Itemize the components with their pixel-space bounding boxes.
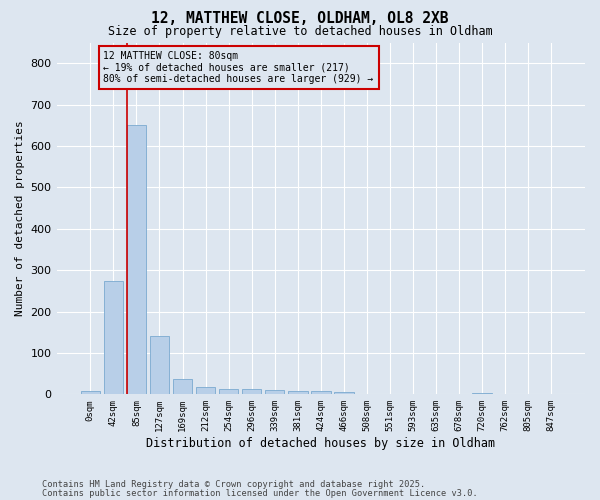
Bar bbox=[149, 336, 169, 394]
Y-axis label: Number of detached properties: Number of detached properties bbox=[15, 120, 25, 316]
Bar bbox=[196, 387, 215, 394]
Text: Contains public sector information licensed under the Open Government Licence v3: Contains public sector information licen… bbox=[42, 488, 478, 498]
Text: Contains HM Land Registry data © Crown copyright and database right 2025.: Contains HM Land Registry data © Crown c… bbox=[42, 480, 425, 489]
X-axis label: Distribution of detached houses by size in Oldham: Distribution of detached houses by size … bbox=[146, 437, 496, 450]
Bar bbox=[104, 280, 123, 394]
Bar bbox=[242, 390, 262, 394]
Bar bbox=[472, 393, 492, 394]
Bar bbox=[311, 391, 331, 394]
Bar bbox=[127, 126, 146, 394]
Bar bbox=[288, 391, 308, 394]
Bar bbox=[219, 389, 238, 394]
Bar bbox=[265, 390, 284, 394]
Text: 12, MATTHEW CLOSE, OLDHAM, OL8 2XB: 12, MATTHEW CLOSE, OLDHAM, OL8 2XB bbox=[151, 11, 449, 26]
Bar bbox=[80, 391, 100, 394]
Text: 12 MATTHEW CLOSE: 80sqm
← 19% of detached houses are smaller (217)
80% of semi-d: 12 MATTHEW CLOSE: 80sqm ← 19% of detache… bbox=[103, 51, 374, 84]
Text: Size of property relative to detached houses in Oldham: Size of property relative to detached ho… bbox=[107, 25, 493, 38]
Bar bbox=[173, 378, 193, 394]
Bar bbox=[334, 392, 353, 394]
